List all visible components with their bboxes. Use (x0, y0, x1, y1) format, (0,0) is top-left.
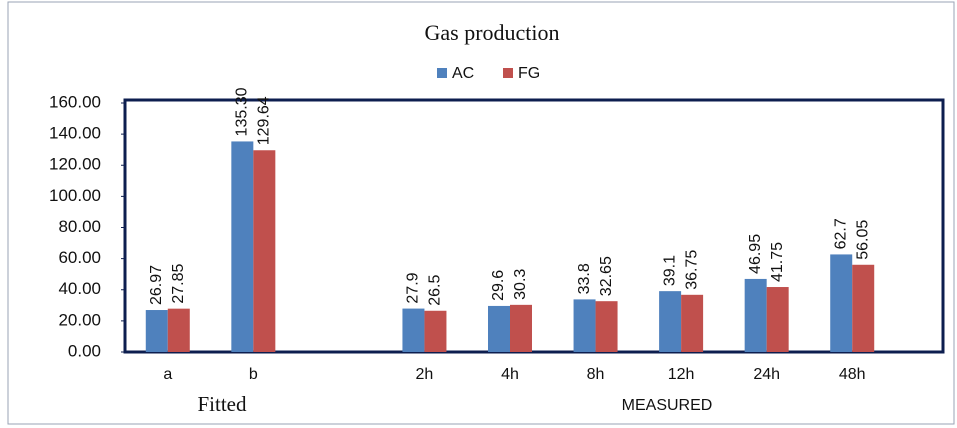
legend-label: FG (518, 65, 540, 82)
bar (852, 264, 875, 352)
bar (595, 301, 618, 352)
bar (681, 294, 704, 352)
group-label: Fitted (197, 392, 247, 416)
y-tick-label: 160.00 (49, 92, 101, 111)
y-tick-label: 40.00 (58, 279, 101, 298)
data-label: 36.75 (683, 250, 700, 290)
bar (510, 304, 532, 352)
data-label: 56.05 (854, 220, 871, 260)
data-label: 46.95 (747, 234, 764, 274)
x-tick-label: 4h (501, 366, 519, 383)
data-label: 32.65 (598, 256, 615, 296)
y-tick-label: 120.00 (49, 155, 101, 174)
x-tick-label: 48h (839, 366, 866, 383)
group-label: MEASURED (622, 397, 713, 414)
data-label: 30.3 (512, 269, 529, 300)
plot-frame (123, 98, 945, 354)
data-label: 33.8 (576, 263, 593, 294)
data-label: 29.6 (490, 270, 507, 301)
bar (659, 291, 682, 352)
x-tick-label: a (163, 366, 172, 383)
data-label: 27.85 (170, 264, 187, 304)
bar (231, 141, 254, 352)
bar (402, 308, 425, 352)
chart-title: Gas production (424, 20, 559, 45)
bar (145, 310, 168, 352)
x-tick-label: b (249, 366, 258, 383)
data-label: 41.75 (769, 242, 786, 282)
data-label: 62.7 (832, 218, 849, 249)
bar (253, 150, 276, 352)
bar (167, 308, 190, 352)
data-label: 39.1 (661, 255, 678, 286)
y-tick-label: 60.00 (58, 248, 101, 267)
bar (744, 278, 767, 352)
y-tick-label: 20.00 (58, 310, 101, 329)
bar (830, 254, 853, 352)
x-tick-label: 12h (668, 366, 695, 383)
y-tick-label: 0.00 (68, 341, 101, 360)
data-label: 26.5 (427, 275, 444, 306)
x-tick-label: 8h (587, 366, 605, 383)
x-tick-label: 24h (753, 366, 780, 383)
bar (424, 310, 447, 352)
y-tick-label: 80.00 (58, 217, 101, 236)
legend-swatch (437, 68, 447, 78)
y-tick-label: 100.00 (49, 186, 101, 205)
x-tick-label: 2h (416, 366, 434, 383)
y-tick-label: 140.00 (49, 124, 101, 143)
data-label: 129.64 (256, 96, 273, 145)
data-label: 135.30 (234, 87, 251, 136)
chart-frame (7, 1, 955, 425)
data-label: 26.97 (148, 265, 165, 305)
legend-label: AC (452, 65, 474, 82)
data-label: 27.9 (405, 272, 422, 303)
legend-swatch (503, 68, 513, 78)
bar (573, 299, 596, 352)
bar (488, 305, 510, 352)
bar (766, 287, 789, 352)
